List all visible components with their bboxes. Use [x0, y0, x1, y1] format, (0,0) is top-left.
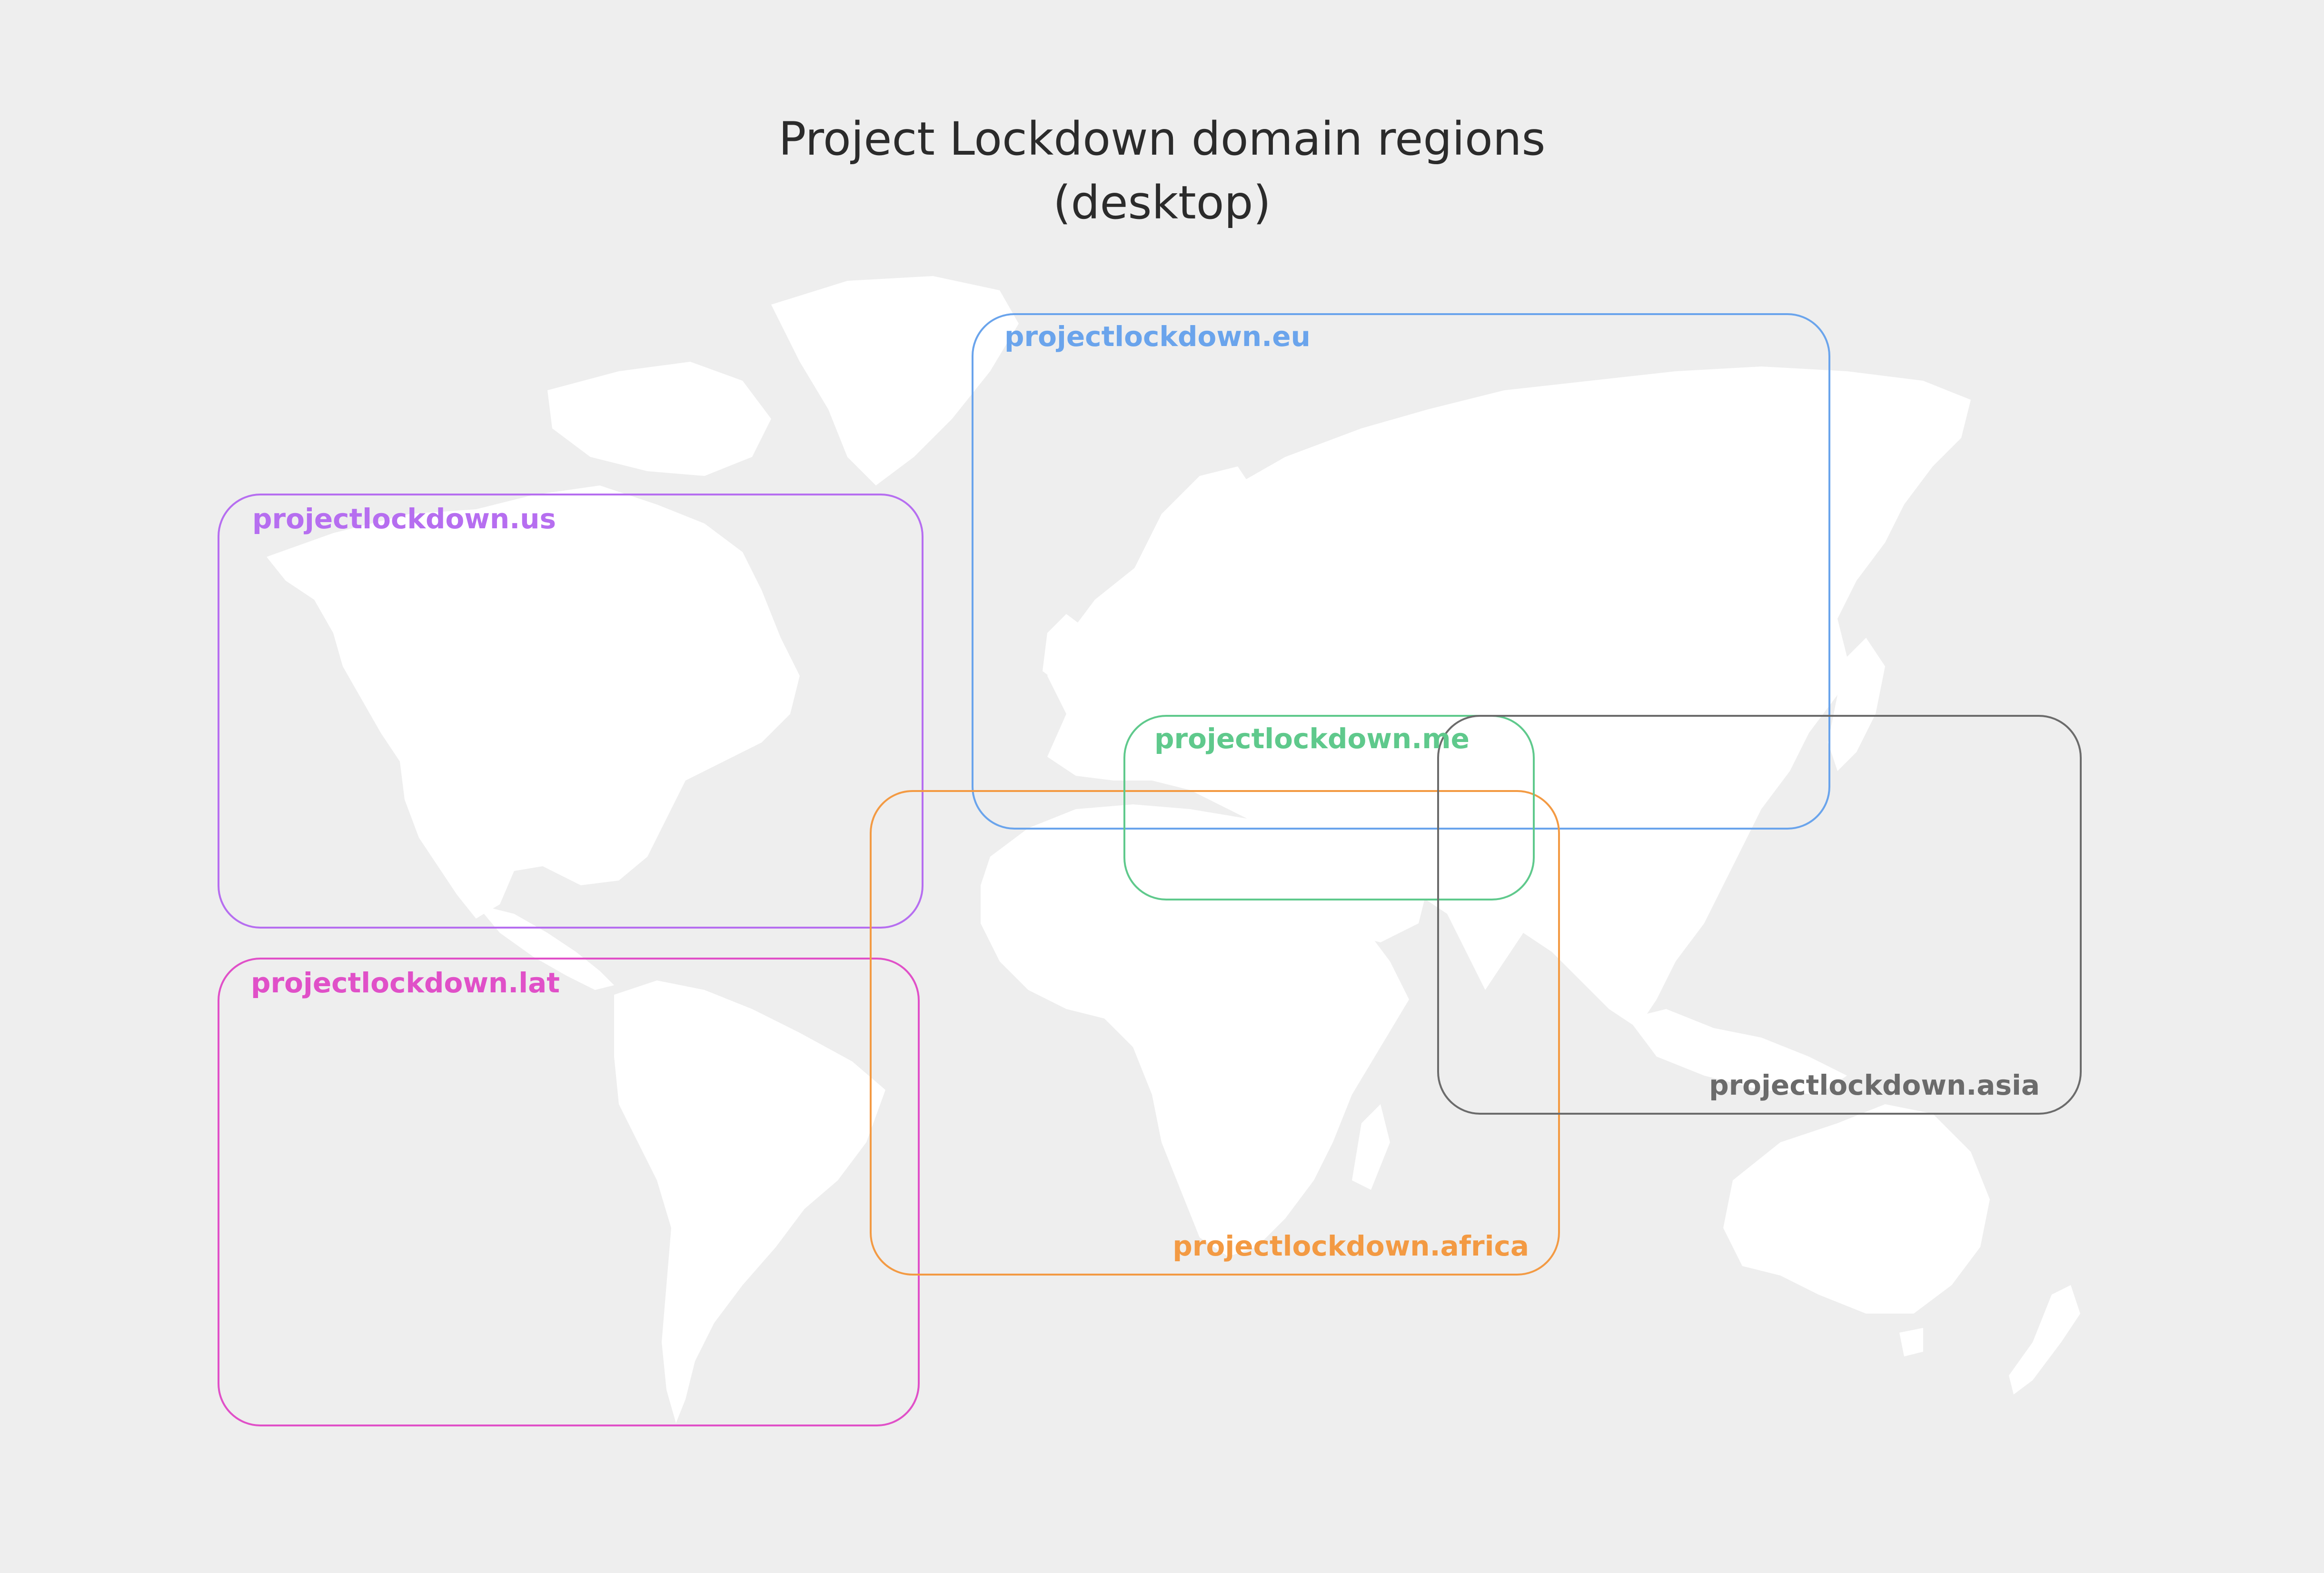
land-central-america [476, 904, 614, 990]
land-africa [981, 804, 1409, 1256]
land-southeast-asia-islands [1628, 1009, 1847, 1095]
region-box-me [1123, 715, 1535, 900]
region-label-us: projectlockdown.us [252, 503, 556, 535]
region-label-asia: projectlockdown.asia [1709, 1069, 2040, 1101]
land-greenland [771, 276, 1019, 485]
land-arabia [1295, 828, 1428, 942]
region-box-africa [870, 790, 1560, 1276]
land-new-zealand [2009, 1285, 2080, 1395]
region-label-africa: projectlockdown.africa [1172, 1230, 1529, 1262]
land-japan [1828, 638, 1885, 771]
region-label-me: projectlockdown.me [1154, 722, 1470, 755]
map-title-line-1: Project Lockdown domain regions [778, 112, 1546, 166]
region-label-eu: projectlockdown.eu [1004, 320, 1311, 353]
map-title: Project Lockdown domain regions (desktop… [0, 107, 2324, 235]
land-south-america [614, 980, 885, 1423]
region-box-us [218, 494, 924, 929]
map-title-line-2: (desktop) [1053, 176, 1271, 229]
land-north-america [267, 485, 800, 919]
land-tasmania [1899, 1328, 1923, 1356]
land-madagascar [1352, 1104, 1390, 1190]
region-box-asia [1437, 715, 2082, 1115]
land-british-isles [1043, 614, 1085, 685]
land-australia [1723, 1104, 1990, 1314]
region-box-lat [218, 958, 920, 1426]
region-label-lat: projectlockdown.lat [251, 967, 560, 999]
region-box-eu [972, 313, 1830, 830]
land-scandinavia [1133, 466, 1257, 609]
land-arctic-islands [547, 362, 771, 476]
land-eurasia [1047, 366, 1971, 1028]
